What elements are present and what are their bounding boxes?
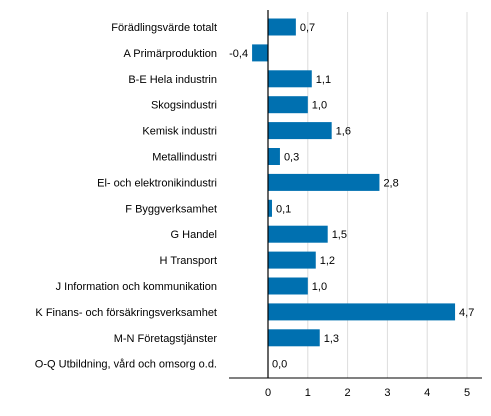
x-tick-label-5: 5 (464, 387, 470, 399)
value-label-5: 0,3 (284, 152, 299, 164)
value-label-10: 1,0 (312, 281, 327, 293)
value-label-12: 1,3 (324, 333, 339, 345)
category-label-6: El- och elektronikindustri (97, 177, 217, 189)
x-tick-label-3: 3 (384, 387, 390, 399)
category-label-5: Metallindustri (152, 152, 217, 164)
category-label-12: M-N Företagstjänster (114, 333, 218, 345)
bar-0 (268, 18, 296, 36)
value-labels: 0,7 -0,4 1,1 1,0 1,6 0,3 2,8 0,1 1,5 1,2 1,0 4,7 1,3… (229, 22, 474, 371)
bar-11 (268, 303, 456, 321)
value-label-13: 0,0 (272, 359, 287, 371)
category-label-0: Förädlingsvärde totalt (111, 22, 217, 34)
bar-5 (268, 148, 280, 165)
bar-4 (268, 122, 332, 140)
value-label-3: 1,0 (312, 100, 327, 112)
bar-6 (268, 173, 380, 191)
value-label-4: 1,6 (336, 126, 351, 138)
category-label-7: F Byggverksamhet (125, 203, 217, 215)
bar-7 (268, 199, 272, 217)
grid-lines (307, 12, 468, 378)
value-label-6: 2,8 (383, 177, 398, 189)
x-tick-label-0: 0 (265, 387, 271, 399)
bar-8 (268, 225, 328, 243)
category-label-3: Skogsindustri (151, 100, 217, 112)
category-label-10: J Information och kommunikation (56, 281, 217, 293)
category-label-1: A Primärproduktion (123, 48, 217, 60)
value-label-8: 1,5 (332, 229, 347, 241)
value-label-9: 1,2 (320, 255, 335, 267)
category-label-9: H Transport (160, 255, 217, 267)
bar-3 (268, 96, 308, 114)
bar-1 (252, 44, 268, 62)
value-label-0: 0,7 (300, 22, 315, 34)
value-label-7: 0,1 (276, 203, 291, 215)
x-tick-label-2: 2 (345, 387, 351, 399)
category-label-8: G Handel (171, 229, 217, 241)
bars (252, 18, 456, 347)
x-axis: 0 1 2 3 4 5 (229, 377, 482, 399)
bar-2 (268, 70, 312, 88)
bar-10 (268, 277, 308, 295)
x-tick-label-4: 4 (424, 387, 430, 399)
category-labels: Förädlingsvärde totalt A Primärproduktion… (35, 22, 218, 371)
category-label-4: Kemisk industri (142, 126, 217, 138)
bar-12 (268, 329, 320, 347)
bar-9 (268, 251, 316, 269)
value-label-11: 4,7 (459, 307, 474, 319)
category-label-13: O-Q Utbildning, vård och omsorg o.d. (35, 359, 217, 371)
value-label-2: 1,1 (316, 74, 331, 86)
category-label-2: B-E Hela industrin (128, 74, 217, 86)
category-label-11: K Finans- och försäkringsverksamhet (35, 307, 217, 319)
value-label-1: -0,4 (229, 48, 248, 60)
x-tick-label-1: 1 (305, 387, 311, 399)
